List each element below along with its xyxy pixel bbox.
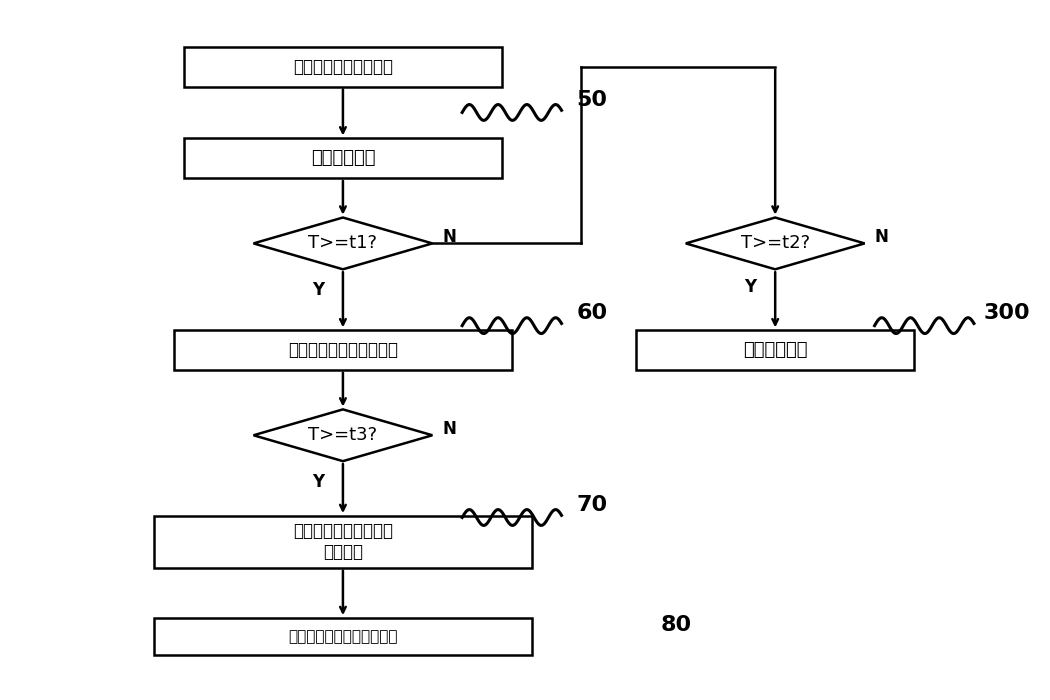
Text: 吸嘴吸到珠并重新计时: 吸嘴吸到珠并重新计时: [293, 58, 393, 76]
Text: T>=t2?: T>=t2?: [740, 234, 810, 253]
Text: 启动超声波并启动加热
预定时间: 启动超声波并启动加热 预定时间: [293, 522, 393, 561]
FancyBboxPatch shape: [174, 330, 511, 370]
Text: T>=t3?: T>=t3?: [309, 426, 378, 444]
Text: 60: 60: [576, 304, 608, 323]
Text: 加热时间到，启动液体入义: 加热时间到，启动液体入义: [288, 629, 398, 644]
Text: N: N: [442, 420, 456, 438]
Text: Y: Y: [744, 279, 756, 296]
Text: N: N: [875, 228, 888, 246]
FancyBboxPatch shape: [154, 618, 531, 654]
Text: 转盘停止转动: 转盘停止转动: [743, 341, 807, 359]
Polygon shape: [686, 218, 864, 270]
FancyBboxPatch shape: [184, 139, 502, 178]
Polygon shape: [253, 218, 433, 270]
Polygon shape: [253, 410, 433, 461]
Text: Y: Y: [312, 281, 324, 300]
Text: T>=t1?: T>=t1?: [309, 234, 377, 253]
Text: 70: 70: [576, 496, 608, 515]
Text: 300: 300: [984, 304, 1030, 323]
FancyBboxPatch shape: [636, 330, 915, 370]
Text: 笔式气缸动作并重新计时: 笔式气缸动作并重新计时: [288, 341, 398, 359]
Text: 80: 80: [660, 615, 692, 636]
Text: 摆动汽缸工作: 摆动汽缸工作: [311, 149, 375, 167]
Text: N: N: [442, 228, 456, 246]
Text: Y: Y: [312, 473, 324, 491]
Text: 50: 50: [576, 90, 608, 111]
FancyBboxPatch shape: [154, 516, 531, 568]
FancyBboxPatch shape: [184, 47, 502, 87]
